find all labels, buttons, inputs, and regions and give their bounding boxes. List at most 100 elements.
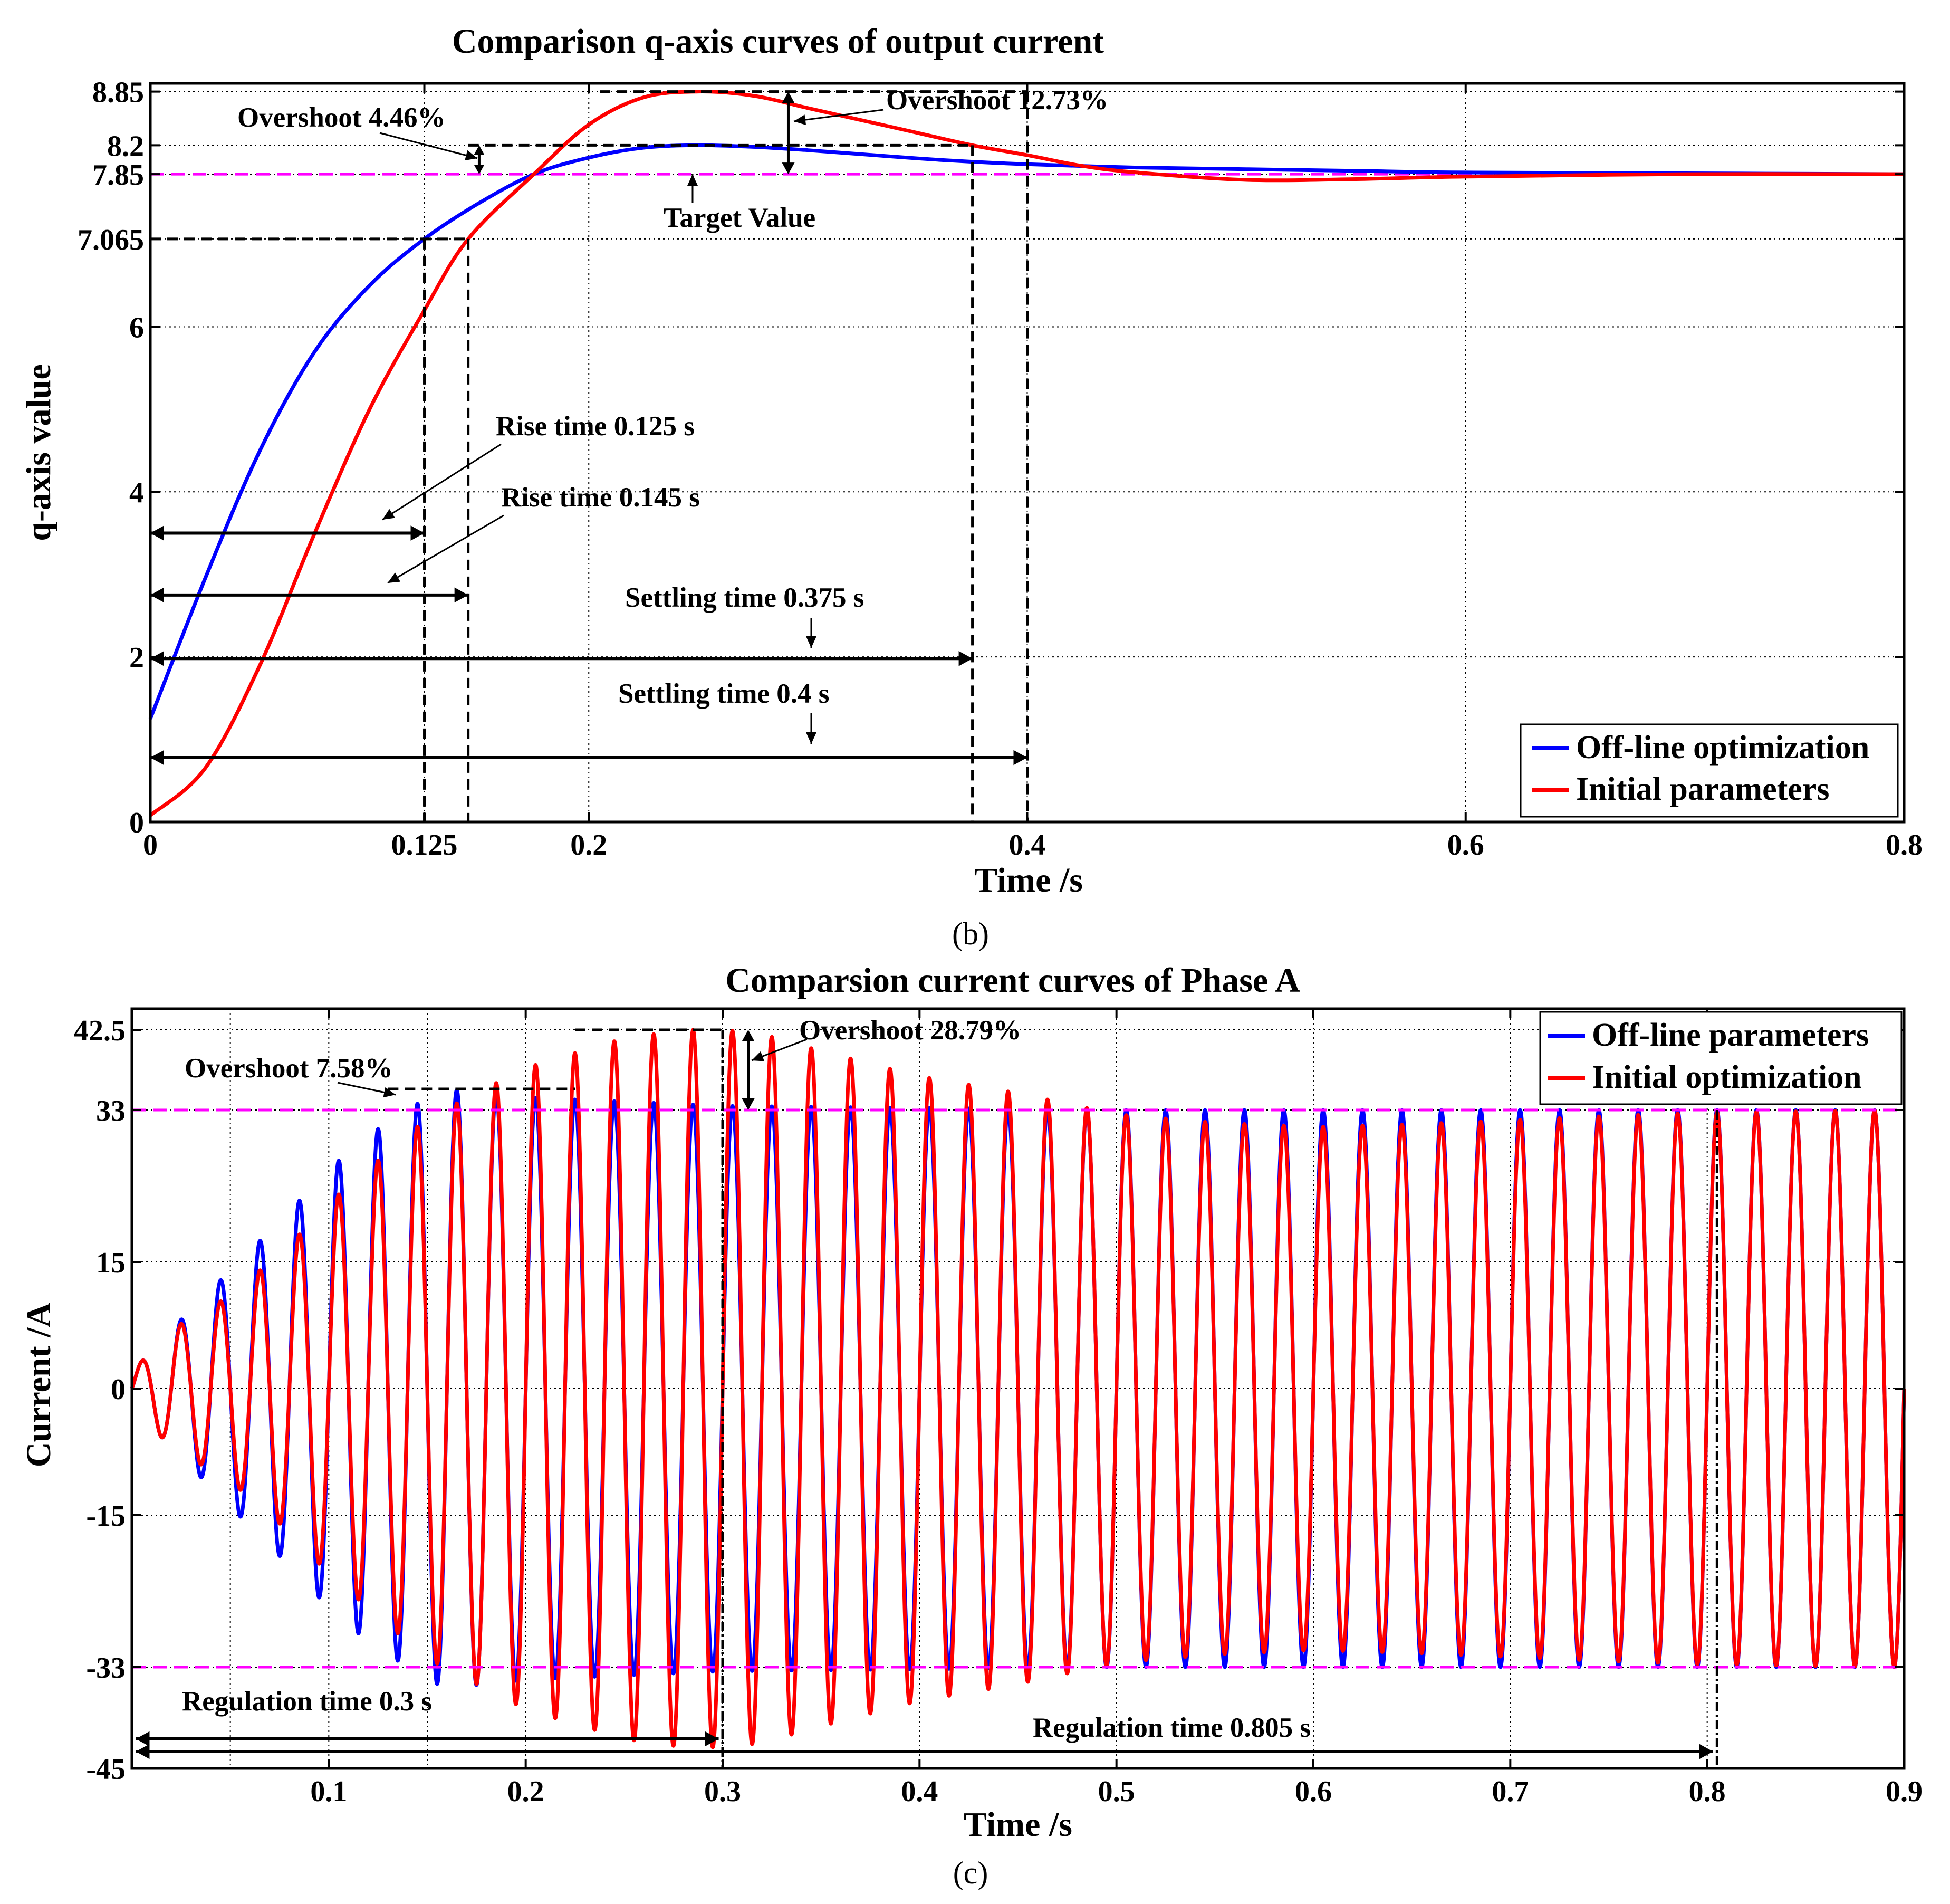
chart-c-reference-lines bbox=[132, 1108, 1904, 1669]
chart-panel-c: Comparsion current curves of Phase A 0.1… bbox=[20, 961, 1923, 1890]
chart-c-annotation-arrows bbox=[136, 1030, 1713, 1759]
annotation-regulation-time-initial: Regulation time 0.805 s bbox=[1033, 1712, 1311, 1743]
chart-b-ytick-label-3: 6 bbox=[129, 311, 144, 344]
chart-b-xtick-label-1: 0.125 bbox=[391, 829, 458, 862]
chart-b-y-axis-label: q-axis value bbox=[20, 364, 58, 541]
chart-b-arrow-settling-offline-head-right bbox=[958, 650, 973, 666]
chart-b-pointer-settling-initial-head bbox=[806, 732, 816, 744]
chart-c-title: Comparsion current curves of Phase A bbox=[725, 961, 1300, 1000]
chart-c-xtick-label-8: 0.9 bbox=[1886, 1775, 1923, 1808]
chart-b-arrow-settling-initial-head-left bbox=[150, 750, 164, 766]
chart-b-xtick-label-3: 0.4 bbox=[1009, 829, 1046, 862]
chart-b-arrow-settling-initial-head-right bbox=[1013, 750, 1027, 766]
annotation-overshoot-offline-c: Overshoot 7.58% bbox=[185, 1053, 393, 1084]
chart-b-xtick-label-2: 0.2 bbox=[570, 829, 607, 862]
chart-b-ytick-label-4: 7.065 bbox=[78, 224, 144, 256]
annotation-overshoot-offline: Overshoot 4.46% bbox=[237, 102, 446, 133]
chart-b-xtick-label-4: 0.6 bbox=[1447, 829, 1484, 862]
chart-b-x-ticks: 0 0.125 0.2 0.4 0.6 0.8 bbox=[143, 83, 1923, 862]
chart-c-ytick-label-0: -45 bbox=[86, 1753, 126, 1786]
legend-label-offline-parameters: Off-line parameters bbox=[1592, 1017, 1869, 1053]
chart-c-ytick-label-3: 0 bbox=[111, 1373, 126, 1406]
annotation-rise-time-offline: Rise time 0.125 s bbox=[496, 411, 695, 442]
chart-c-y-ticks: -45 -33 -15 0 15 33 42.5 bbox=[74, 1015, 1904, 1786]
chart-c-ytick-label-5: 33 bbox=[96, 1095, 126, 1127]
chart-c-xtick-label-5: 0.6 bbox=[1295, 1775, 1332, 1808]
chart-c-xtick-label-7: 0.8 bbox=[1689, 1775, 1726, 1808]
chart-b-pointer-rise-offline-shaft bbox=[382, 443, 502, 521]
annotation-settling-time-initial: Settling time 0.4 s bbox=[618, 678, 829, 709]
chart-b-legend: Off-line optimization Initial parameters bbox=[1520, 723, 1899, 818]
chart-b-pointer-rise-offline-head bbox=[382, 509, 395, 520]
chart-c-xtick-label-6: 0.7 bbox=[1492, 1775, 1529, 1808]
chart-panel-b: Comparison q-axis curves of output curre… bbox=[20, 22, 1923, 951]
legend-label-initial-optimization: Initial optimization bbox=[1592, 1059, 1862, 1095]
chart-b-overshoot-offline-down bbox=[474, 165, 485, 175]
chart-c-panel-label: (c) bbox=[953, 1855, 988, 1890]
chart-b-ytick-label-7: 8.85 bbox=[92, 76, 144, 109]
chart-b-overshoot-initial-down bbox=[782, 162, 795, 175]
chart-b-ytick-label-5: 7.85 bbox=[92, 159, 144, 192]
chart-b-arrow-rise-initial-head-right bbox=[454, 587, 468, 603]
chart-c-xtick-label-3: 0.4 bbox=[901, 1775, 938, 1808]
chart-b-ytick-label-6: 8.2 bbox=[107, 130, 144, 162]
chart-b-series-initial-parameters bbox=[149, 90, 1905, 817]
chart-c-overshoot-initial-up bbox=[742, 1030, 755, 1041]
annotation-overshoot-initial-c: Overshoot 28.79% bbox=[799, 1015, 1021, 1046]
chart-c-xtick-label-0: 0.1 bbox=[310, 1775, 347, 1808]
chart-c-xtick-label-4: 0.5 bbox=[1098, 1775, 1135, 1808]
chart-c-pointer-overshoot-initial-head bbox=[752, 1051, 765, 1061]
chart-c-legend: Off-line parameters Initial optimization bbox=[1539, 1011, 1903, 1105]
chart-b-arrow-rise-offline-head-right bbox=[410, 525, 425, 541]
chart-b-pointer-overshoot-initial-head bbox=[794, 114, 806, 126]
chart-c-ytick-label-4: 15 bbox=[96, 1247, 126, 1279]
chart-c-xtick-label-2: 0.3 bbox=[704, 1775, 741, 1808]
annotation-settling-time-offline: Settling time 0.375 s bbox=[625, 582, 864, 613]
chart-b-overshoot-initial-up bbox=[782, 91, 795, 103]
chart-c-series-initial-optimization bbox=[130, 1028, 1906, 1749]
chart-b-pointer-overshoot-offline-head bbox=[465, 150, 477, 161]
chart-c-arrow-regulation-initial-head-left bbox=[136, 1744, 150, 1759]
chart-b-panel-label: (b) bbox=[952, 916, 989, 951]
annotation-overshoot-initial: Overshoot 12.73% bbox=[886, 85, 1108, 116]
chart-c-x-ticks: 0.1 0.2 0.3 0.4 0.5 0.6 0.7 0.8 0.9 bbox=[310, 1009, 1923, 1808]
chart-b-arrow-settling-offline-head-left bbox=[150, 650, 164, 666]
chart-c-overshoot-initial-down bbox=[742, 1098, 755, 1110]
chart-c-ytick-label-6: 42.5 bbox=[74, 1015, 126, 1047]
chart-c-x-axis-label: Time /s bbox=[964, 1805, 1072, 1844]
legend-label-initial-parameters: Initial parameters bbox=[1576, 771, 1829, 807]
chart-b-ytick-label-2: 4 bbox=[129, 476, 144, 509]
chart-b-annotation-arrows bbox=[150, 91, 1027, 766]
chart-b-xtick-label-5: 0.8 bbox=[1886, 829, 1923, 862]
chart-b-guide-lines bbox=[150, 90, 1029, 822]
chart-c-series bbox=[130, 1028, 1906, 1749]
chart-b-xtick-label-0: 0 bbox=[143, 829, 158, 862]
chart-b-title: Comparison q-axis curves of output curre… bbox=[452, 22, 1104, 61]
chart-c-ytick-label-2: -15 bbox=[86, 1500, 126, 1533]
annotation-regulation-time-offline: Regulation time 0.3 s bbox=[182, 1686, 432, 1717]
chart-b-pointer-overshoot-initial-shaft bbox=[793, 109, 884, 122]
chart-c-xtick-label-1: 0.2 bbox=[507, 1775, 544, 1808]
chart-c-ytick-label-1: -33 bbox=[86, 1652, 126, 1685]
chart-b-ytick-label-1: 2 bbox=[129, 642, 144, 674]
chart-b-legend-box bbox=[1520, 723, 1899, 818]
chart-b-overshoot-offline-up bbox=[474, 145, 485, 155]
chart-c-arrow-regulation-offline-head-left bbox=[136, 1731, 150, 1747]
chart-b-ytick-label-0: 0 bbox=[129, 807, 144, 839]
chart-c-arrow-regulation-offline-head-right bbox=[705, 1731, 719, 1747]
chart-b-pointer-overshoot-offline-shaft bbox=[379, 132, 478, 159]
chart-b-x-axis-label: Time /s bbox=[974, 861, 1083, 900]
chart-b-arrow-rise-initial-head-left bbox=[150, 587, 164, 603]
chart-b-arrow-rise-offline-head-left bbox=[150, 525, 164, 541]
chart-b-pointer-settling-offline-head bbox=[806, 636, 816, 648]
legend-label-offline-optimization: Off-line optimization bbox=[1576, 730, 1869, 766]
chart-b-pointer-target-head bbox=[687, 174, 698, 186]
annotation-rise-time-initial: Rise time 0.145 s bbox=[501, 482, 700, 513]
chart-b-pointer-rise-initial-shaft bbox=[387, 514, 504, 584]
chart-b-y-ticks: 0 2 4 6 7.065 7.858.2 8.85 bbox=[78, 76, 1904, 839]
chart-b-pointer-rise-initial-head bbox=[388, 572, 401, 583]
annotation-target-value: Target Value bbox=[664, 203, 815, 233]
chart-c-guide-lines bbox=[388, 1028, 1718, 1768]
chart-c-arrow-regulation-initial-head-right bbox=[1699, 1744, 1713, 1759]
